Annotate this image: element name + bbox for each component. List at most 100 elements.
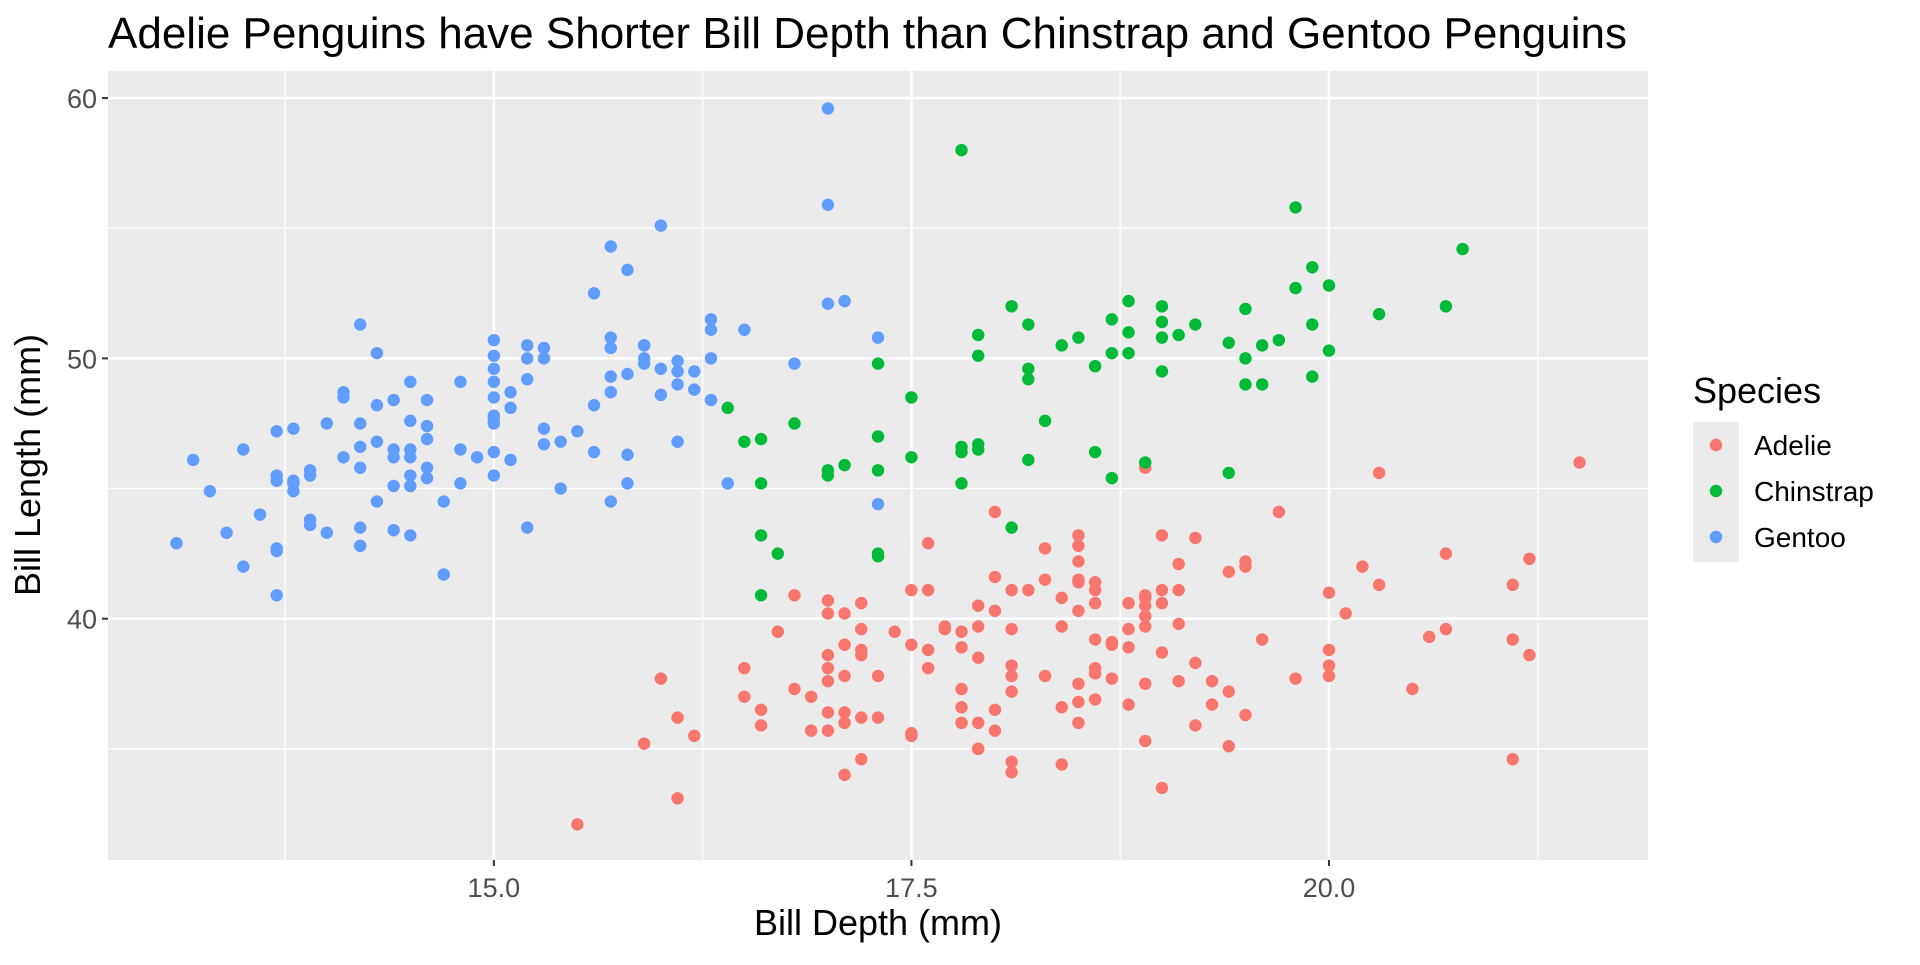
data-point-gentoo — [354, 417, 367, 430]
data-point-chinstrap — [1022, 373, 1035, 386]
data-point-chinstrap — [1022, 453, 1035, 467]
data-point-gentoo — [404, 469, 417, 482]
data-point-adelie — [855, 753, 868, 766]
data-point-adelie — [855, 596, 868, 610]
data-point-gentoo — [821, 102, 835, 115]
data-point-chinstrap — [1289, 201, 1302, 214]
data-point-adelie — [955, 682, 968, 696]
data-point-chinstrap — [955, 445, 968, 459]
data-point-gentoo — [487, 362, 501, 375]
data-point-adelie — [1005, 766, 1018, 779]
data-point-adelie — [1055, 758, 1068, 771]
data-point-adelie — [1506, 753, 1519, 766]
data-point-chinstrap — [1122, 346, 1135, 360]
data-point-adelie — [1205, 698, 1219, 711]
data-point-gentoo — [387, 479, 400, 493]
data-point-gentoo — [387, 451, 400, 464]
data-point-gentoo — [404, 529, 417, 542]
data-point-chinstrap — [1222, 336, 1235, 349]
data-point-gentoo — [521, 373, 534, 386]
data-point-adelie — [871, 669, 885, 683]
data-point-adelie — [1239, 555, 1252, 568]
data-point-adelie — [988, 570, 1002, 584]
data-point-gentoo — [704, 352, 718, 365]
y-tick-label: 50 — [67, 344, 97, 374]
data-point-gentoo — [587, 399, 601, 412]
data-point-gentoo — [654, 388, 668, 402]
data-point-gentoo — [437, 568, 450, 581]
data-point-chinstrap — [1239, 378, 1252, 391]
data-point-adelie — [1222, 685, 1235, 698]
data-point-adelie — [1088, 633, 1102, 646]
x-tick-label: 15.0 — [468, 873, 521, 903]
legend-label-chinstrap: Chinstrap — [1754, 476, 1874, 507]
data-point-chinstrap — [1038, 414, 1052, 428]
data-point-gentoo — [604, 331, 617, 344]
data-point-gentoo — [637, 357, 651, 370]
data-point-chinstrap — [771, 547, 784, 560]
data-point-adelie — [838, 669, 851, 683]
legend-key-adelie — [1709, 438, 1723, 452]
data-point-adelie — [988, 724, 1002, 737]
data-point-chinstrap — [1088, 445, 1102, 459]
data-point-adelie — [1506, 633, 1519, 646]
data-point-gentoo — [454, 443, 467, 456]
data-point-chinstrap — [1122, 326, 1135, 339]
data-point-adelie — [1088, 596, 1102, 610]
data-point-gentoo — [671, 378, 684, 391]
data-point-chinstrap — [721, 401, 734, 415]
data-point-chinstrap — [1155, 365, 1169, 378]
data-point-adelie — [972, 599, 985, 612]
data-point-adelie — [972, 651, 985, 664]
data-point-chinstrap — [955, 477, 968, 490]
data-point-adelie — [1072, 604, 1085, 618]
data-point-adelie — [1172, 557, 1185, 571]
data-point-chinstrap — [1088, 359, 1102, 373]
data-point-adelie — [955, 700, 968, 714]
data-point-chinstrap — [972, 349, 985, 362]
legend-key-gentoo — [1709, 530, 1723, 544]
data-point-gentoo — [671, 365, 684, 378]
data-point-chinstrap — [1172, 328, 1185, 342]
data-point-adelie — [855, 622, 868, 636]
data-point-gentoo — [270, 425, 283, 438]
data-point-gentoo — [170, 537, 183, 550]
data-point-adelie — [988, 703, 1002, 717]
data-point-adelie — [972, 742, 985, 756]
data-point-adelie — [905, 583, 918, 597]
data-point-chinstrap — [788, 417, 801, 430]
data-point-adelie — [1372, 578, 1386, 592]
data-point-adelie — [738, 690, 751, 703]
data-point-chinstrap — [754, 477, 768, 490]
data-point-adelie — [821, 674, 835, 688]
data-point-adelie — [1139, 677, 1152, 690]
data-point-adelie — [754, 703, 768, 717]
data-point-adelie — [821, 607, 835, 620]
data-point-chinstrap — [1306, 261, 1319, 274]
data-point-adelie — [871, 711, 885, 724]
data-point-adelie — [1072, 573, 1085, 586]
data-point-adelie — [1322, 659, 1336, 672]
data-point-adelie — [1038, 573, 1052, 586]
data-point-adelie — [821, 648, 835, 662]
data-point-chinstrap — [1306, 370, 1319, 383]
data-point-gentoo — [704, 323, 718, 336]
data-point-gentoo — [688, 365, 701, 378]
data-point-gentoo — [320, 526, 334, 539]
data-point-gentoo — [370, 435, 384, 448]
data-point-gentoo — [320, 417, 334, 430]
data-point-adelie — [1088, 693, 1102, 706]
data-point-gentoo — [671, 354, 684, 368]
data-point-chinstrap — [871, 430, 885, 443]
data-point-adelie — [821, 594, 835, 607]
data-point-adelie — [1205, 674, 1219, 688]
data-point-chinstrap — [1222, 466, 1235, 480]
data-point-gentoo — [487, 333, 501, 347]
data-point-adelie — [1239, 708, 1252, 722]
data-point-adelie — [1055, 700, 1068, 714]
data-point-chinstrap — [972, 328, 985, 342]
data-point-chinstrap — [1306, 318, 1319, 331]
data-point-adelie — [1322, 643, 1336, 657]
data-point-adelie — [1189, 719, 1202, 732]
data-point-chinstrap — [754, 589, 768, 602]
